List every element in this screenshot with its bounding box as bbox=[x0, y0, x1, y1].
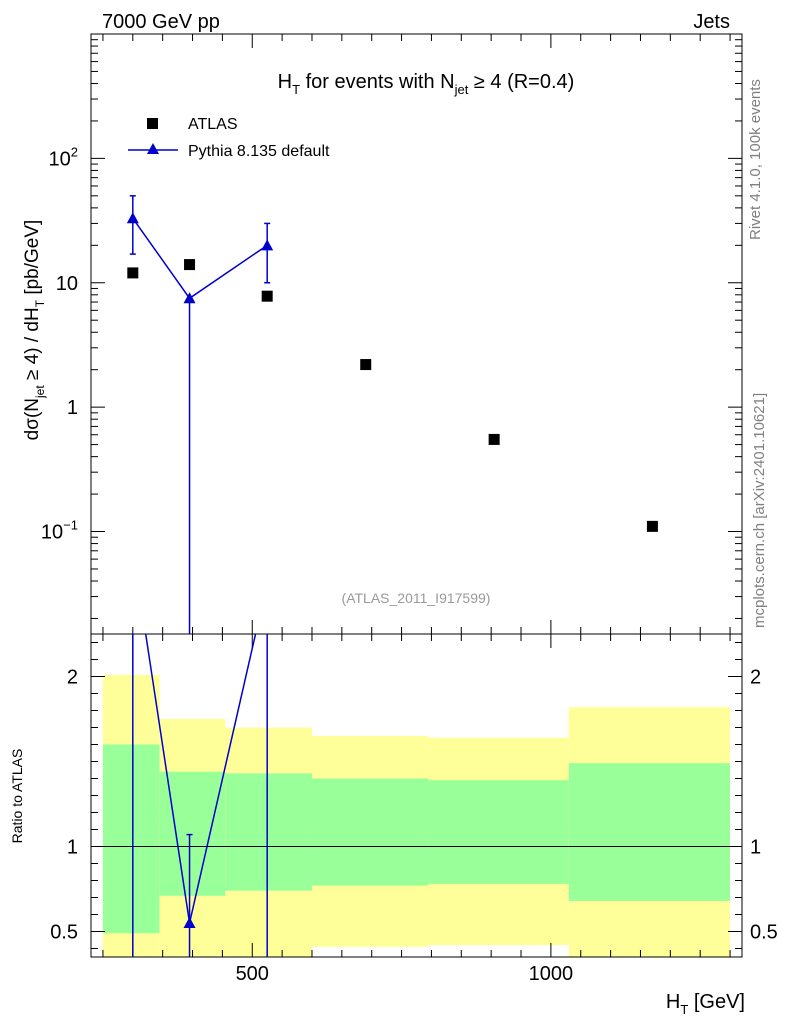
plot-title: HT for events with Njet ≥ 4 (R=0.4) bbox=[278, 71, 575, 97]
legend-pythia-marker bbox=[147, 143, 159, 154]
ratio-ytick-label-left: 2 bbox=[67, 667, 78, 689]
main-ytick-label: 1 bbox=[67, 397, 78, 419]
ratio-ytick-label-right: 1 bbox=[750, 837, 761, 859]
pythia-main-line bbox=[132, 217, 268, 300]
atlas-point bbox=[646, 520, 658, 532]
main-ytick-label: 102 bbox=[49, 144, 78, 170]
ratio-ytick-label-left: 1 bbox=[67, 837, 78, 859]
band-inner-2 bbox=[225, 773, 312, 891]
legend-atlas-label: ATLAS bbox=[188, 116, 238, 133]
ratio-ytick-label-left: 0.5 bbox=[50, 922, 78, 944]
xtick-label: 500 bbox=[236, 963, 269, 985]
main-ytick-label: 10−1 bbox=[41, 518, 78, 544]
atlas-point bbox=[488, 433, 500, 445]
analysis-watermark: (ATLAS_2011_I917599) bbox=[342, 590, 491, 606]
legend: ATLAS Pythia 8.135 default bbox=[128, 116, 330, 160]
band-inner-1 bbox=[159, 771, 226, 896]
mcplots-label: mcplots.cern.ch [arXiv:2401.10621] bbox=[751, 393, 768, 628]
pythia-main-point bbox=[183, 292, 196, 304]
atlas-point bbox=[360, 359, 372, 371]
ratio-ytick-label-right: 0.5 bbox=[750, 922, 778, 944]
ratio-y-axis-label: Ratio to ATLAS bbox=[9, 749, 25, 844]
header-right: Jets bbox=[693, 11, 730, 33]
ratio-uncertainty-bands bbox=[102, 674, 731, 957]
svg-text:dσ(Njet ≥ 4) / dHT [pb/GeV]: dσ(Njet ≥ 4) / dHT [pb/GeV] bbox=[22, 220, 47, 441]
header-left: 7000 GeV pp bbox=[102, 11, 220, 33]
ratio-ytick-label-right: 2 bbox=[750, 667, 761, 689]
pythia-main-point bbox=[261, 239, 274, 251]
pythia-ratio-point bbox=[183, 917, 196, 928]
band-inner-0 bbox=[102, 744, 160, 934]
band-inner-5 bbox=[568, 763, 731, 901]
legend-pythia-label: Pythia 8.135 default bbox=[188, 143, 330, 160]
x-axis-label: HT [GeV] bbox=[666, 991, 745, 1017]
band-inner-3 bbox=[311, 778, 429, 886]
atlas-point bbox=[261, 290, 273, 302]
data-marks bbox=[126, 195, 658, 957]
atlas-point bbox=[184, 259, 196, 271]
xtick-label: 1000 bbox=[529, 963, 574, 985]
rivet-label: Rivet 4.1.0, 100k events bbox=[747, 79, 764, 240]
legend-atlas-marker bbox=[147, 118, 158, 129]
main-y-axis-label: dσ(Njet ≥ 4) / dHT [pb/GeV] bbox=[22, 220, 47, 441]
band-inner-4 bbox=[428, 780, 569, 884]
atlas-point bbox=[127, 267, 139, 279]
pythia-main-point bbox=[126, 212, 139, 224]
main-ytick-label: 10 bbox=[56, 273, 78, 295]
